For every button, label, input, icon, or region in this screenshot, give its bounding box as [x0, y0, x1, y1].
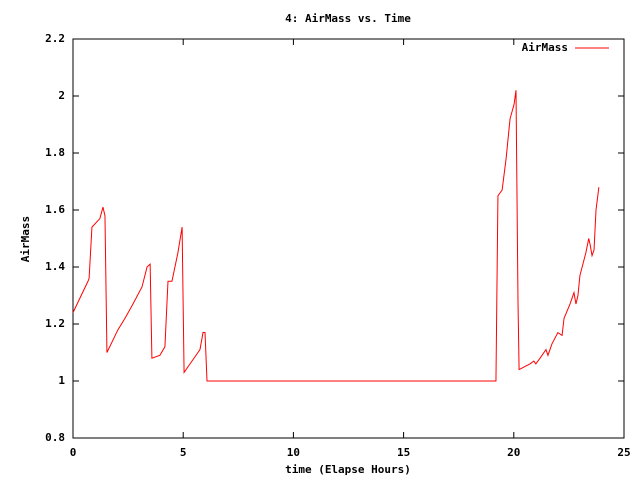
- y-tick-label: 0.8: [45, 431, 65, 444]
- y-tick-label: 2.2: [45, 32, 65, 45]
- legend-label: AirMass: [522, 41, 568, 54]
- chart-title: 4: AirMass vs. Time: [285, 12, 411, 25]
- data-line: [72, 90, 600, 382]
- y-tick-label: 1: [58, 374, 65, 387]
- x-axis-label: time (Elapse Hours): [285, 463, 411, 476]
- y-axis-label: AirMass: [19, 216, 32, 262]
- y-tick-label: 1.6: [45, 203, 65, 216]
- plot-frame: [72, 38, 625, 439]
- x-tick-label: 10: [287, 446, 300, 459]
- y-tick-label: 2: [58, 89, 65, 102]
- x-tick-label: 0: [70, 446, 77, 459]
- y-tick-label: 1.8: [45, 146, 65, 159]
- x-tick-label: 15: [397, 446, 410, 459]
- y-tick-label: 1.2: [45, 317, 65, 330]
- x-tick-label: 25: [617, 446, 630, 459]
- x-tick-label: 20: [507, 446, 520, 459]
- x-tick-label: 5: [180, 446, 187, 459]
- y-tick-label: 1.4: [45, 260, 65, 273]
